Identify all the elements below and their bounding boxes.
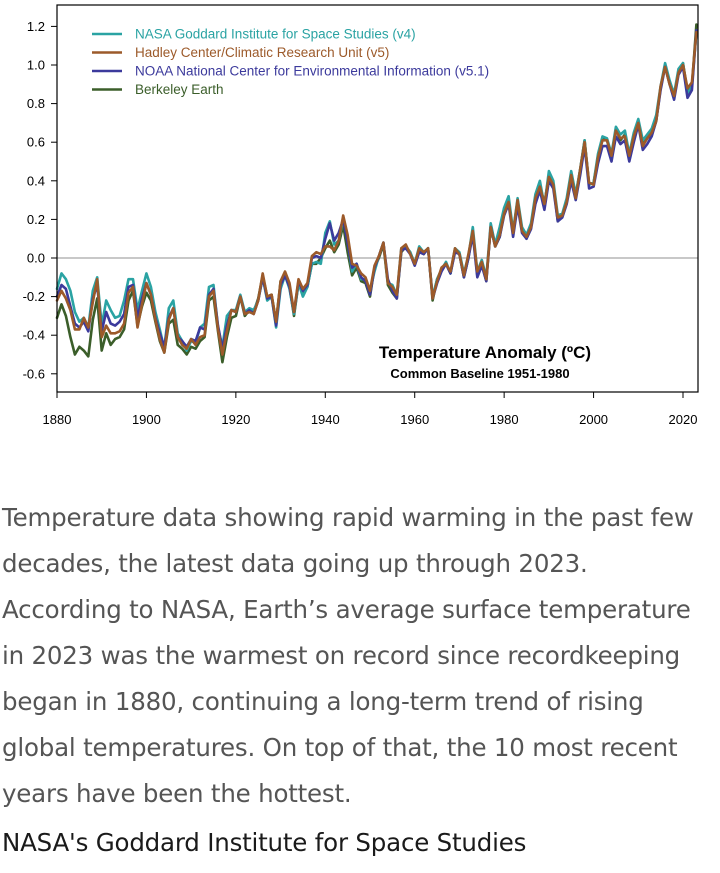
tick-labels-layer: 1.2 1.0 0.8 0.6 0.4 0.2 0.0 -0.2 -0.4 -0.6 1880 190… [23, 19, 698, 427]
y-tick-label: 0.2 [27, 212, 45, 227]
y-tick-label: 0.0 [27, 251, 45, 266]
legend-label: Berkeley Earth [135, 82, 224, 97]
chart-title: Temperature Anomaly (ºC) [379, 343, 591, 362]
x-tick-label: 1960 [400, 412, 429, 427]
y-tick-label: -0.2 [23, 289, 45, 304]
y-tick-label: 1.2 [27, 19, 45, 34]
temperature-anomaly-chart: 1.2 1.0 0.8 0.6 0.4 0.2 0.0 -0.2 -0.4 -0.6 1880 190… [23, 4, 699, 427]
x-tick-label: 1900 [132, 412, 161, 427]
chart-subtitle: Common Baseline 1951-1980 [390, 366, 569, 381]
chart-svg: 1.2 1.0 0.8 0.6 0.4 0.2 0.0 -0.2 -0.4 -0.6 1880 190… [23, 4, 699, 427]
x-tick-label: 1940 [311, 412, 340, 427]
y-tick-label: 0.6 [27, 135, 45, 150]
y-tick-label: -0.6 [23, 366, 45, 381]
image-credit: NASA's Goddard Institute for Space Studi… [2, 828, 527, 857]
y-tick-label: -0.4 [23, 328, 45, 343]
chart-legend: NASA Goddard Institute for Space Studies… [92, 27, 489, 97]
y-tick-label: 0.4 [27, 173, 45, 188]
series-layer [55, 23, 698, 364]
legend-label: Hadley Center/Climatic Research Unit (v5… [135, 45, 389, 60]
x-tick-label: 1980 [490, 412, 519, 427]
x-tick-label: 2000 [579, 412, 608, 427]
legend-label: NASA Goddard Institute for Space Studies… [135, 27, 416, 42]
y-tick-label: 1.0 [27, 58, 45, 73]
image-caption: Temperature data showing rapid warming i… [2, 503, 694, 808]
series-line-hadley-center-climatic-research-unit-v5 [55, 30, 698, 356]
x-tick-label: 1920 [221, 412, 250, 427]
x-tick-label: 1880 [43, 412, 72, 427]
plot-frame [56, 4, 699, 393]
legend-label: NOAA National Center for Environmental I… [135, 64, 489, 79]
x-tick-label: 2020 [669, 412, 698, 427]
y-tick-label: 0.8 [27, 96, 45, 111]
axes-layer [56, 4, 699, 393]
